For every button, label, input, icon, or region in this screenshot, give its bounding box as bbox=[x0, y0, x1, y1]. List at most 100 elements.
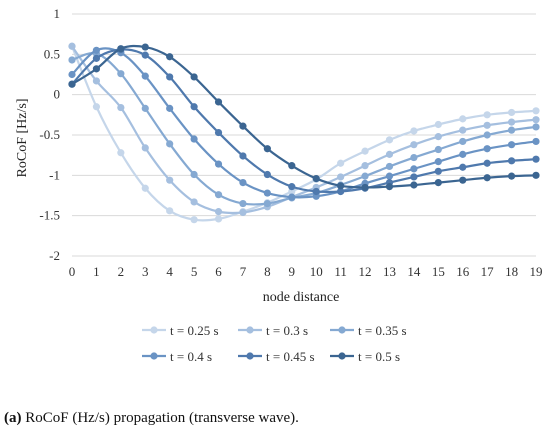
data-point bbox=[532, 123, 540, 131]
data-point bbox=[239, 178, 247, 187]
data-point bbox=[410, 127, 418, 135]
data-point bbox=[483, 174, 491, 182]
data-point bbox=[410, 181, 418, 189]
x-axis-ticks: 0 1 2 3 4 5 6 7 8 9 10 11 12 13 14 15 16 17 18 19 bbox=[69, 264, 543, 279]
data-point bbox=[532, 116, 540, 124]
data-point bbox=[141, 104, 149, 112]
data-point bbox=[288, 162, 296, 170]
data-point bbox=[337, 182, 345, 190]
x-tick-label: 0 bbox=[69, 264, 76, 279]
data-point bbox=[214, 128, 223, 137]
data-point bbox=[507, 157, 516, 165]
data-point bbox=[190, 103, 198, 111]
x-axis-label: node distance bbox=[263, 290, 340, 305]
data-point bbox=[434, 178, 442, 187]
data-point bbox=[166, 73, 174, 81]
data-point bbox=[263, 189, 271, 197]
data-point bbox=[288, 193, 296, 201]
data-point bbox=[141, 51, 149, 59]
x-tick-label: 1 bbox=[93, 264, 100, 279]
data-point bbox=[410, 153, 418, 162]
legend-label: t = 0.4 s bbox=[170, 349, 212, 364]
data-point bbox=[117, 70, 125, 78]
data-point bbox=[263, 145, 271, 153]
data-point bbox=[483, 121, 491, 129]
data-point bbox=[483, 111, 491, 119]
x-tick-label: 12 bbox=[359, 264, 372, 279]
data-point bbox=[459, 150, 467, 158]
legend-swatch-marker bbox=[338, 352, 346, 360]
legend-label: t = 0.3 s bbox=[266, 323, 308, 338]
x-tick-label: 13 bbox=[383, 264, 396, 279]
data-point bbox=[166, 53, 174, 61]
data-point bbox=[166, 140, 174, 148]
data-point bbox=[214, 160, 223, 168]
data-point bbox=[459, 176, 467, 184]
data-point bbox=[532, 107, 540, 115]
data-point bbox=[410, 141, 418, 149]
legend-swatch-marker bbox=[246, 352, 254, 360]
legend-item: t = 0.3 s bbox=[238, 323, 308, 338]
data-point bbox=[434, 167, 442, 175]
data-point bbox=[459, 115, 467, 123]
series-lines bbox=[68, 42, 540, 224]
data-point bbox=[141, 144, 149, 152]
data-point bbox=[141, 184, 149, 192]
legend-label: t = 0.5 s bbox=[358, 349, 400, 364]
legend-swatch-marker bbox=[246, 326, 254, 334]
data-point bbox=[507, 118, 516, 126]
data-point bbox=[434, 133, 442, 141]
data-point bbox=[92, 46, 101, 54]
series-5 bbox=[68, 43, 540, 192]
data-point bbox=[459, 163, 467, 171]
legend-label: t = 0.25 s bbox=[170, 323, 219, 338]
data-point bbox=[288, 183, 296, 191]
data-point bbox=[361, 183, 369, 192]
x-tick-label: 11 bbox=[334, 264, 347, 279]
data-point bbox=[92, 54, 101, 62]
data-point bbox=[361, 162, 369, 170]
data-point bbox=[507, 172, 516, 180]
data-point bbox=[507, 126, 516, 134]
gridlines bbox=[72, 13, 536, 257]
y-tick-label: 1 bbox=[54, 6, 61, 21]
data-point bbox=[239, 208, 247, 217]
x-tick-label: 14 bbox=[407, 264, 421, 279]
data-point bbox=[214, 98, 223, 106]
data-point bbox=[92, 77, 101, 85]
data-point bbox=[410, 165, 418, 173]
data-point bbox=[214, 208, 223, 216]
data-point bbox=[190, 216, 198, 224]
data-point bbox=[117, 149, 125, 157]
data-point bbox=[214, 191, 223, 199]
x-tick-label: 2 bbox=[118, 264, 125, 279]
data-point bbox=[190, 135, 198, 143]
data-point bbox=[239, 122, 247, 130]
y-tick-label: 0.5 bbox=[44, 46, 60, 61]
legend-item: t = 0.5 s bbox=[330, 349, 400, 364]
series-3 bbox=[68, 46, 540, 201]
data-point bbox=[532, 155, 540, 163]
data-point bbox=[263, 199, 271, 208]
x-tick-label: 10 bbox=[310, 264, 323, 279]
data-point bbox=[532, 137, 540, 146]
x-tick-label: 8 bbox=[264, 264, 271, 279]
data-point bbox=[190, 170, 198, 179]
data-point bbox=[483, 131, 491, 139]
data-point bbox=[459, 137, 467, 146]
data-point bbox=[141, 72, 149, 80]
legend-item: t = 0.35 s bbox=[330, 323, 407, 338]
x-tick-label: 7 bbox=[240, 264, 247, 279]
legend-label: t = 0.45 s bbox=[266, 349, 315, 364]
x-tick-label: 16 bbox=[456, 264, 470, 279]
data-point bbox=[190, 198, 198, 206]
x-tick-label: 6 bbox=[215, 264, 222, 279]
figure-caption: (a) RoCoF (Hz/s) propagation (transverse… bbox=[4, 410, 299, 427]
data-point bbox=[410, 173, 418, 181]
data-point bbox=[263, 170, 271, 179]
data-point bbox=[117, 103, 125, 112]
data-point bbox=[507, 141, 516, 149]
data-point bbox=[434, 120, 442, 129]
data-point bbox=[385, 162, 394, 171]
